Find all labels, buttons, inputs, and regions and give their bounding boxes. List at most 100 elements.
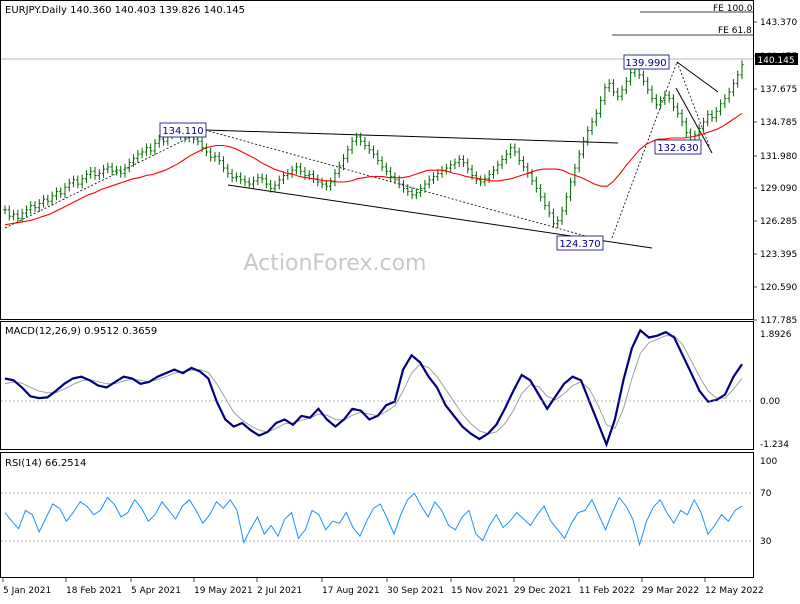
date-tick-label: 12 May 2022 [705,586,764,596]
price-bar [376,149,380,165]
price-bar [641,70,646,86]
price-bar [251,176,256,189]
date-tick-label: 2 Jul 2021 [257,586,302,596]
price-bar [50,191,54,206]
price-bar [316,174,320,187]
price-bar [650,85,654,103]
rsi-axis: 100 70 30 [760,457,777,547]
price-bar [67,178,71,192]
price-bar [59,187,63,199]
price-bar [350,136,354,155]
date-tick-label: 5 Jan 2021 [3,586,51,596]
date-tick-label: 11 Feb 2022 [579,586,635,596]
price-tick-label: 123.395 [760,250,797,260]
price-tick-label: 126.285 [760,217,797,227]
price-bar [453,158,457,170]
price-bar [7,205,11,221]
price-bar [414,188,418,200]
date-tick-label: 5 Apr 2021 [131,586,181,596]
price-bar [37,199,41,212]
price-bar [140,147,144,159]
price-bar [346,145,350,163]
price-bar [54,187,59,201]
rally-dashed-line [611,61,678,239]
price-bar [500,155,504,170]
price-bar [680,109,684,127]
price-bar [483,174,487,187]
price-bar [367,141,371,155]
price-bar [243,175,247,187]
price-bar [466,158,470,174]
price-bar [740,60,744,80]
price-bar [89,166,93,179]
price-bar [256,173,260,186]
price-bar [491,165,496,179]
date-tick-label: 29 Dec 2021 [514,586,572,596]
flag-lower-line [675,87,713,154]
price-bar [401,179,406,193]
macd-group [4,328,743,448]
macd-title: MACD(12,26,9) 0.9512 0.3659 [5,326,157,337]
price-bar [230,169,234,182]
annotation-139990: 139.990 [623,54,670,70]
price-bar [226,163,230,178]
price-bar [479,175,483,187]
price-bar [239,172,243,185]
price-bar [590,117,594,135]
price-bar [119,165,123,178]
price-bar [564,192,568,216]
price-bar [551,208,556,229]
price-bar [106,162,110,174]
price-bar [419,184,423,197]
fe618-label: FE 61.8 [718,26,752,36]
rsi-line [4,492,743,547]
price-bar [474,171,478,185]
date-tick-label: 18 Feb 2021 [66,586,122,596]
price-bar [264,174,268,189]
price-title: EURJPY.Daily 140.360 140.403 139.826 140… [5,5,245,16]
price-bar [560,206,564,225]
macd-panel [0,321,754,450]
macd-signal-line [4,335,743,435]
price-bar [547,201,551,218]
rsi-group [4,492,743,547]
price-bar [509,143,513,159]
price-bar [410,187,414,200]
macd-line [4,328,743,448]
price-bar [543,192,547,210]
price-bar [449,160,453,173]
price-bar [389,166,393,181]
watermark: ActionForex.com [244,251,427,276]
price-bar [277,175,281,190]
price-bar [646,76,650,95]
price-bar [247,177,251,189]
price-bar [556,216,560,229]
price-bar [24,205,29,218]
price-bar [97,169,101,180]
price-bar [427,175,431,189]
price-bar [736,70,740,88]
price-bar [290,165,294,178]
rise-dashed-line [4,129,206,229]
price-bar [209,147,213,162]
price-bar [539,184,543,202]
price-bar [333,169,337,187]
price-bar [363,136,367,150]
annotation-124370: 124.370 [556,235,604,251]
last-price-value: 140.145 [757,56,794,66]
price-bar [534,176,538,193]
price-bar [581,136,586,159]
rsi-panel [0,452,754,578]
price-bar [517,147,521,165]
price-bar [157,134,161,148]
date-axis: 5 Jan 2021 18 Feb 2021 5 Apr 2021 19 May 20… [2,577,764,596]
price-bar [380,156,384,172]
price-bar [628,68,633,86]
price-bar [607,79,611,92]
price-bar [620,85,624,101]
price-bar [46,194,50,206]
price-tick-label: 129.090 [760,184,797,194]
moving-average-group [4,112,743,226]
price-bar [329,177,333,191]
